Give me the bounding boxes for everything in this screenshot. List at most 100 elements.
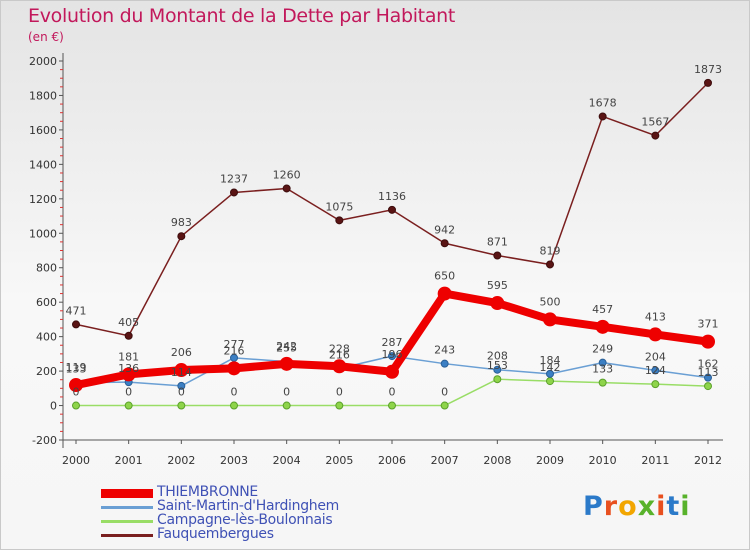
fauquembergues-point — [282, 184, 291, 193]
saint-martin-d-hardinghem-data-label: 208 — [487, 350, 508, 363]
y-tick-label: 2000 — [29, 55, 57, 68]
logo-letter: i — [680, 491, 691, 522]
saint-martin-d-hardinghem-data-label: 216 — [329, 348, 350, 361]
campagne-les-boulonnais-point — [546, 377, 554, 386]
thiembronne-data-label: 196 — [382, 348, 403, 361]
campagne-les-boulonnais-point — [124, 401, 133, 410]
y-tick-label: 400 — [36, 331, 57, 344]
thiembronne-data-label: 206 — [171, 346, 192, 359]
fauquembergues-data-label: 471 — [66, 304, 87, 317]
saint-martin-d-hardinghem-data-label: 136 — [118, 362, 139, 375]
fauquembergues-data-label: 1136 — [378, 190, 406, 203]
fauquembergues-point — [651, 131, 660, 140]
saint-martin-d-hardinghem-data-label: 277 — [224, 338, 245, 351]
saint-martin-d-hardinghem-point — [598, 358, 607, 367]
y-tick-label: 1000 — [29, 227, 57, 240]
campagne-les-boulonnais-point — [388, 401, 396, 410]
x-tick-label: 2000 — [62, 454, 90, 467]
thiembronne-data-label: 457 — [592, 303, 613, 316]
fauquembergues-data-label: 1567 — [641, 116, 669, 129]
saint-martin-d-hardinghem-data-label: 255 — [276, 342, 297, 355]
x-tick-label: 2009 — [536, 454, 564, 467]
x-tick-label: 2007 — [431, 454, 459, 467]
fauquembergues-data-label: 405 — [118, 316, 139, 329]
saint-martin-d-hardinghem-point — [440, 359, 449, 368]
fauquembergues-point — [704, 78, 712, 87]
x-tick-label: 2001 — [115, 454, 143, 467]
fauquembergues-point — [546, 260, 554, 269]
saint-martin-d-hardinghem-point — [651, 366, 660, 375]
y-tick-label: 200 — [36, 365, 57, 378]
thiembronne-point — [595, 319, 610, 334]
campagne-les-boulonnais-data-label: 0 — [231, 386, 238, 399]
saint-martin-d-hardinghem-point — [177, 381, 186, 390]
campagne-les-boulonnais-data-label: 0 — [441, 386, 448, 399]
legend-swatch — [101, 489, 153, 498]
logo-letter: P — [583, 491, 604, 522]
x-tick-label: 2005 — [325, 454, 353, 467]
campagne-les-boulonnais-point — [651, 380, 660, 389]
thiembronne-data-label: 595 — [487, 279, 508, 292]
thiembronne-data-label: 228 — [329, 342, 350, 355]
fauquembergues-point — [388, 205, 396, 214]
thiembronne-data-label: 242 — [276, 340, 297, 353]
campagne-les-boulonnais-data-label: 124 — [645, 364, 666, 377]
x-tick-label: 2010 — [589, 454, 617, 467]
fauquembergues-point — [230, 188, 238, 197]
proxiti-logo: Proxiti — [583, 491, 691, 522]
saint-martin-d-hardinghem-point — [388, 352, 396, 361]
chart-subtitle: (en €) — [28, 30, 64, 44]
campagne-les-boulonnais-data-label: 0 — [178, 386, 185, 399]
fauquembergues-data-label: 1237 — [220, 172, 248, 185]
thiembronne-point — [437, 286, 452, 301]
campagne-les-boulonnais-point — [177, 401, 186, 410]
x-tick-label: 2012 — [694, 454, 722, 467]
legend-label: Saint-Martin-d'Hardinghem — [157, 498, 339, 514]
saint-martin-d-hardinghem-data-label: 243 — [434, 344, 455, 357]
thiembronne-data-label: 216 — [224, 344, 245, 357]
thiembronne-point — [490, 296, 505, 311]
fauquembergues-data-label: 1260 — [273, 168, 301, 181]
fauquembergues-data-label: 819 — [540, 244, 561, 257]
saint-martin-d-hardinghem-data-label: 162 — [698, 358, 719, 371]
saint-martin-d-hardinghem-data-label: 204 — [645, 350, 666, 363]
thiembronne-data-label: 650 — [434, 270, 455, 283]
x-tick-label: 2003 — [220, 454, 248, 467]
x-tick-label: 2006 — [378, 454, 406, 467]
thiembronne-data-label: 371 — [698, 318, 719, 331]
saint-martin-d-hardinghem-data-label: 133 — [66, 363, 87, 376]
thiembronne-point — [279, 356, 294, 371]
saint-martin-d-hardinghem-data-label: 249 — [592, 343, 613, 356]
campagne-les-boulonnais-data-label: 153 — [487, 359, 508, 372]
legend-label: THIEMBRONNE — [157, 484, 258, 500]
y-tick-label: 800 — [36, 262, 57, 275]
campagne-les-boulonnais-point — [704, 382, 712, 391]
saint-martin-d-hardinghem-point — [546, 369, 554, 378]
saint-martin-d-hardinghem-point — [493, 365, 502, 374]
x-tick-label: 2008 — [483, 454, 511, 467]
thiembronne-point — [332, 359, 347, 374]
fauquembergues-data-label: 942 — [434, 223, 455, 236]
y-tick-label: 1800 — [29, 89, 57, 102]
campagne-les-boulonnais-data-label: 0 — [336, 386, 343, 399]
chart-title: Evolution du Montant de la Dette par Hab… — [28, 5, 456, 27]
campagne-les-boulonnais-data-label: 113 — [698, 366, 719, 379]
logo-letter: r — [603, 491, 619, 522]
fauquembergues-point — [72, 320, 80, 329]
y-tick-label: 600 — [36, 296, 57, 309]
campagne-les-boulonnais-point — [493, 375, 502, 384]
x-tick-label: 2011 — [641, 454, 669, 467]
campagne-les-boulonnais-data-label: 0 — [389, 386, 396, 399]
campagne-les-boulonnais-data-label: 0 — [73, 386, 80, 399]
saint-martin-d-hardinghem-point — [704, 373, 712, 382]
campagne-les-boulonnais-point — [230, 401, 238, 410]
thiembronne-data-label: 181 — [118, 350, 139, 363]
legend-swatch — [101, 520, 153, 523]
fauquembergues-data-label: 871 — [487, 235, 508, 248]
campagne-les-boulonnais-data-label: 142 — [540, 361, 561, 374]
logo-letter: t — [666, 491, 681, 522]
fauquembergues-data-label: 1075 — [325, 200, 353, 213]
logo-letter: x — [637, 491, 657, 522]
campagne-les-boulonnais-data-label: 0 — [283, 386, 290, 399]
